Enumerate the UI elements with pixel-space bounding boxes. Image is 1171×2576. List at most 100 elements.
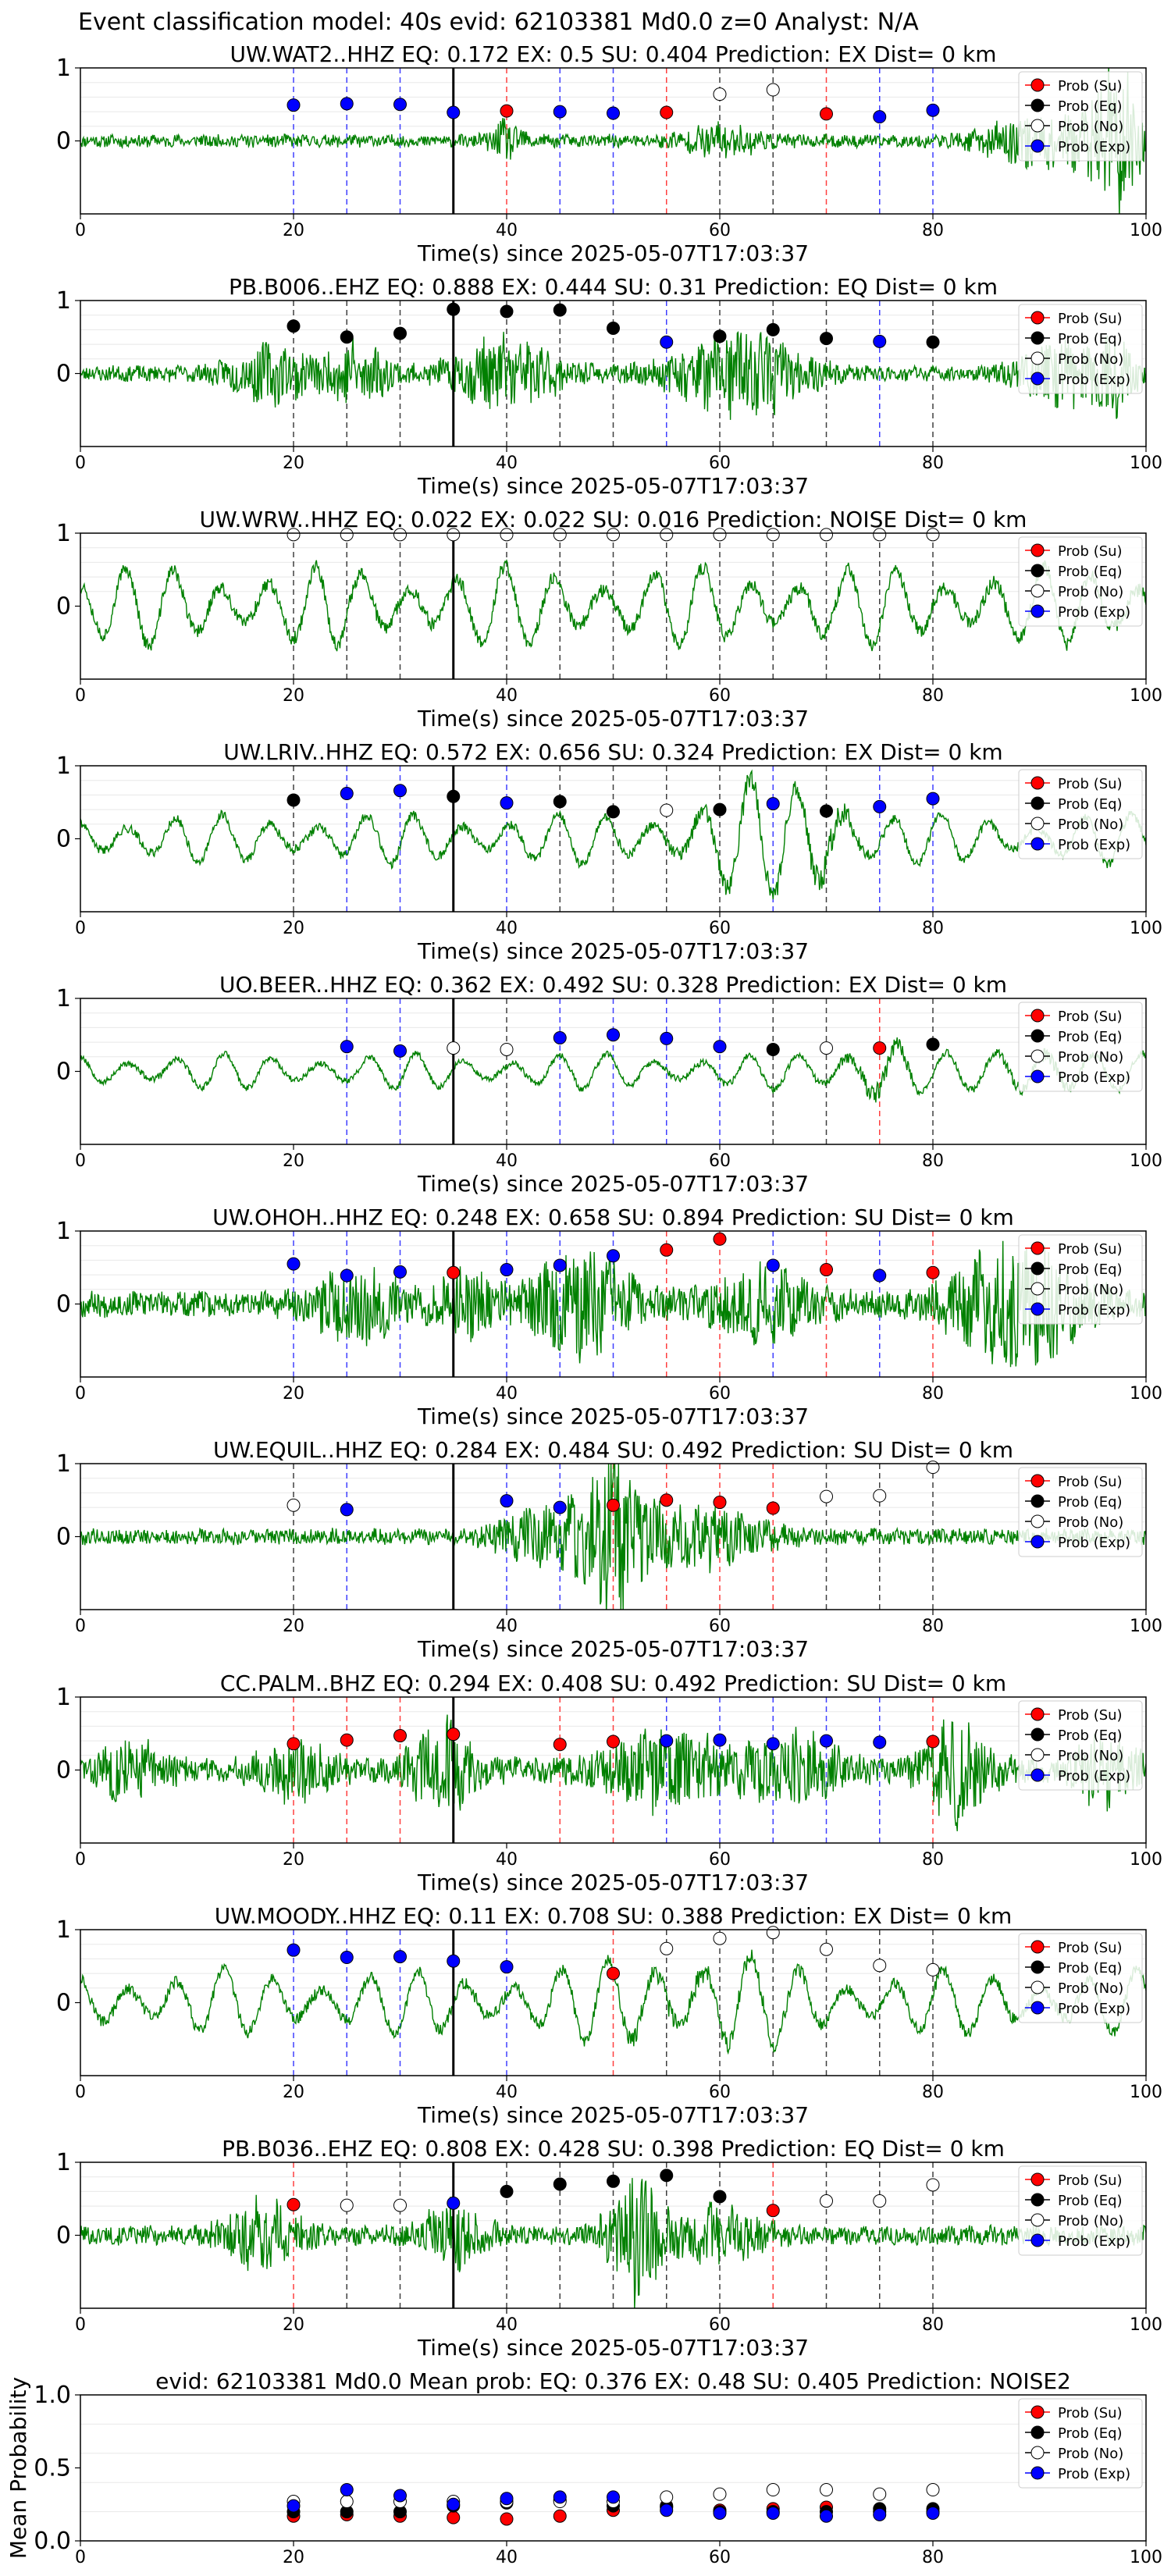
prob-marker-no [926,1962,940,1976]
x-tick-label: 40 [496,454,518,473]
prob-marker-no [660,1941,674,1955]
legend-marker-su [1030,1241,1045,1255]
prob-marker-su [820,107,833,121]
prob-marker-exp [447,1954,461,1968]
legend-label: Prob (Eq) [1058,1727,1123,1744]
x-tick-label: 20 [283,2548,304,2567]
y-tick-label: 1 [56,520,71,547]
legend-label: Prob (No) [1058,2446,1123,2462]
x-tick-label: 60 [709,2083,731,2102]
legend-marker-exp [1030,604,1045,618]
legend: Prob (Su) Prob (Eq) Prob (No) Prob (Exp) [1018,1234,1143,1325]
prob-marker-eq [926,1037,940,1051]
waveform-trace [80,1240,1146,1368]
x-axis-label: Time(s) since 2025-05-07T17:03:37 [417,1171,809,1197]
prob-marker-exp [287,98,301,112]
prob-marker-su [607,1498,620,1512]
prob-marker-exp [766,797,780,811]
plot-area [80,1464,1146,1610]
mean-prob-marker-exp [820,2509,833,2523]
y-tick-label: 0 [56,1757,71,1784]
panel-title: UO.BEER..HHZ EQ: 0.362 EX: 0.492 SU: 0.3… [219,972,1007,998]
panel-title: UW.EQUIL..HHZ EQ: 0.284 EX: 0.484 SU: 0.… [213,1437,1013,1463]
x-tick-label: 80 [922,2315,944,2335]
y-tick-label: 1 [56,287,71,315]
plot-area [80,68,1146,214]
panel-title: UW.OHOH..HHZ EQ: 0.248 EX: 0.658 SU: 0.8… [212,1204,1014,1230]
panel-1: PB.B006..EHZ EQ: 0.888 EX: 0.444 SU: 0.3… [56,274,1162,499]
prob-marker-no [713,87,727,101]
prob-marker-su [500,104,514,118]
x-tick-label: 80 [922,1850,944,1870]
prob-marker-eq [820,804,833,818]
legend-marker-eq [1030,2193,1045,2207]
mean-prob-marker-no [340,2495,354,2509]
prob-marker-exp [607,1028,620,1042]
x-tick-label: 40 [496,2315,518,2335]
prob-marker-exp [553,1030,567,1044]
prob-marker-exp [660,1734,674,1748]
x-axis-label: Time(s) since 2025-05-07T17:03:37 [417,240,809,266]
legend: Prob (Su) Prob (Eq) Prob (No) Prob (Exp) [1018,769,1143,859]
prob-marker-no [607,528,620,542]
legend: Prob (Su) Prob (Eq) Prob (No) Prob (Exp) [1018,1700,1143,1791]
mean-prob-marker-exp [287,2499,301,2513]
prob-marker-eq [820,332,833,346]
legend-box [1018,1467,1143,1557]
prob-marker-su [713,1232,727,1246]
prob-marker-su [873,1041,887,1055]
legend-marker-exp [1030,1302,1045,1316]
mean-prob-marker-exp [553,2490,567,2504]
prob-marker-no [820,1942,833,1956]
x-tick-label: 0 [75,454,86,473]
prob-marker-eq [553,2177,567,2191]
prob-marker-exp [340,1268,354,1283]
x-tick-label: 60 [709,1617,731,1636]
x-tick-label: 100 [1130,2548,1162,2567]
x-tick-label: 40 [496,2548,518,2567]
y-tick-label: 0 [56,1059,71,1086]
x-tick-label: 0 [75,2083,86,2102]
y-tick-label: 1 [56,1684,71,1711]
legend-marker-su [1030,1474,1045,1488]
legend-marker-eq [1030,2425,1045,2439]
x-tick-label: 80 [922,686,944,706]
legend-marker-no [1030,119,1045,133]
legend-label: Prob (No) [1058,1049,1123,1066]
x-tick-label: 100 [1130,686,1162,706]
prob-marker-su [447,1265,461,1279]
panel-8: UW.MOODY..HHZ EQ: 0.11 EX: 0.708 SU: 0.3… [56,1903,1162,2128]
x-tick-label: 60 [709,221,731,240]
legend-box [1018,1700,1143,1791]
prob-marker-exp [766,1737,780,1751]
x-tick-label: 80 [922,454,944,473]
legend: Prob (Su) Prob (Eq) Prob (No) Prob (Exp) [1018,2398,1143,2489]
y-tick-label: 1 [56,55,71,82]
x-tick-label: 100 [1130,1151,1162,1171]
x-tick-label: 80 [922,1617,944,1636]
x-tick-label: 60 [709,2548,731,2567]
legend-box [1018,1933,1143,2023]
x-axis-label: Time(s) since 2025-05-07T17:03:37 [417,1636,809,1662]
x-tick-label: 60 [709,686,731,706]
legend-label: Prob (Eq) [1058,1960,1123,1976]
legend-marker-eq [1030,1494,1045,1508]
x-tick-label: 0 [75,2315,86,2335]
mean-prob-marker-exp [660,2503,674,2517]
prob-marker-no [340,2198,354,2212]
x-tick-label: 80 [922,919,944,938]
panel-4: UO.BEER..HHZ EQ: 0.362 EX: 0.492 SU: 0.3… [56,972,1162,1197]
waveform-trace [80,68,1146,214]
waveform-trace [80,1464,1146,1610]
prob-marker-no [287,1498,301,1512]
prob-marker-no [287,528,301,542]
legend-box [1018,1002,1143,1092]
prob-marker-exp [500,1960,514,1974]
y-tick-label: 0 [56,826,71,853]
legend: Prob (Su) Prob (Eq) Prob (No) Prob (Exp) [1018,71,1143,162]
legend-marker-su [1030,78,1045,92]
legend-marker-no [1030,2446,1045,2460]
legend-label: Prob (Su) [1058,1009,1123,1025]
mean-prob-marker-no [660,2490,674,2504]
legend-marker-exp [1030,2001,1045,2015]
